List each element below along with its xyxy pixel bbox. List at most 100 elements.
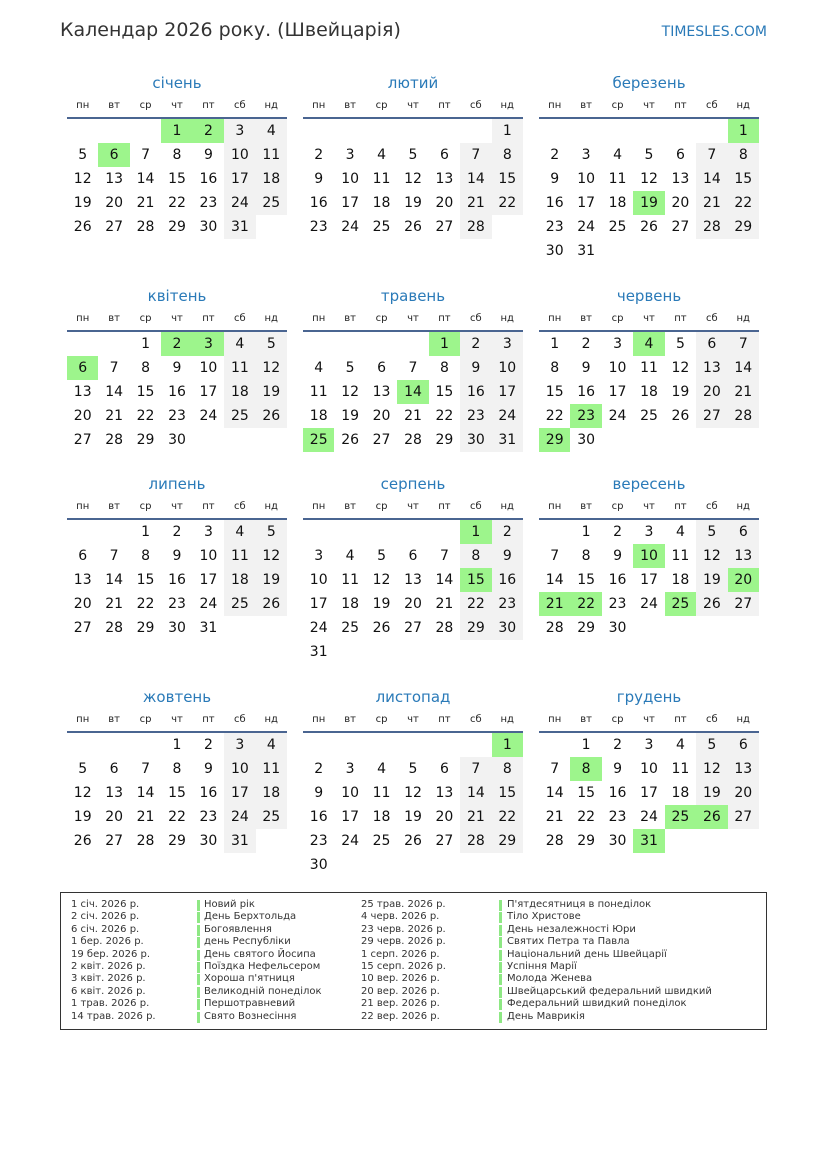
day[interactable]: 23 bbox=[168, 596, 186, 612]
day[interactable]: 1 bbox=[550, 336, 560, 352]
day[interactable]: 21 bbox=[727, 380, 759, 404]
day[interactable]: 21 bbox=[435, 596, 454, 612]
day[interactable]: 15 bbox=[435, 384, 454, 400]
day[interactable]: 29 bbox=[577, 620, 596, 636]
day[interactable]: 13 bbox=[671, 171, 690, 187]
day[interactable]: 16 bbox=[577, 384, 596, 400]
day[interactable]: 16 bbox=[199, 785, 218, 801]
day[interactable]: 26 bbox=[671, 408, 690, 424]
day[interactable]: 11 bbox=[671, 548, 690, 564]
day[interactable]: 2 bbox=[203, 737, 213, 753]
day[interactable]: 7 bbox=[727, 332, 759, 356]
day[interactable]: 3 bbox=[314, 548, 324, 564]
day[interactable]: 10 bbox=[640, 761, 658, 777]
day[interactable]: 12 bbox=[372, 572, 391, 588]
holiday-day[interactable]: 21 bbox=[539, 592, 571, 616]
day[interactable]: 10 bbox=[341, 171, 360, 187]
day[interactable]: 20 bbox=[372, 408, 391, 424]
day[interactable]: 2 bbox=[613, 524, 623, 540]
day[interactable]: 21 bbox=[105, 596, 124, 612]
day[interactable]: 12 bbox=[341, 384, 360, 400]
day[interactable]: 25 bbox=[372, 219, 391, 235]
day[interactable]: 16 bbox=[168, 572, 186, 588]
holiday-day[interactable]: 1 bbox=[727, 119, 759, 143]
day[interactable]: 10 bbox=[199, 360, 218, 376]
day[interactable]: 9 bbox=[172, 548, 182, 564]
day[interactable]: 22 bbox=[491, 191, 523, 215]
day[interactable]: 30 bbox=[491, 616, 523, 640]
holiday-day[interactable]: 2 bbox=[192, 119, 225, 143]
day[interactable]: 8 bbox=[491, 757, 523, 781]
day[interactable]: 10 bbox=[199, 548, 218, 564]
day[interactable]: 19 bbox=[404, 195, 422, 211]
day[interactable]: 27 bbox=[404, 620, 422, 636]
day[interactable]: 27 bbox=[671, 219, 690, 235]
day[interactable]: 23 bbox=[460, 404, 492, 428]
day[interactable]: 13 bbox=[404, 572, 422, 588]
day[interactable]: 20 bbox=[105, 809, 124, 825]
day[interactable]: 12 bbox=[255, 356, 287, 380]
holiday-day[interactable]: 4 bbox=[633, 332, 665, 356]
day[interactable]: 29 bbox=[435, 432, 454, 448]
holiday-day[interactable]: 29 bbox=[539, 428, 571, 452]
day[interactable]: 28 bbox=[404, 432, 422, 448]
day[interactable]: 3 bbox=[644, 524, 654, 540]
day[interactable]: 11 bbox=[640, 360, 658, 376]
day[interactable]: 24 bbox=[199, 408, 218, 424]
day[interactable]: 18 bbox=[640, 384, 658, 400]
day[interactable]: 4 bbox=[224, 520, 256, 544]
day[interactable]: 19 bbox=[255, 380, 287, 404]
day[interactable]: 6 bbox=[78, 548, 88, 564]
holiday-day[interactable]: 6 bbox=[67, 356, 99, 380]
day[interactable]: 11 bbox=[255, 143, 287, 167]
day[interactable]: 2 bbox=[314, 147, 324, 163]
day[interactable]: 2 bbox=[460, 332, 492, 356]
day[interactable]: 6 bbox=[439, 761, 449, 777]
day[interactable]: 4 bbox=[613, 147, 623, 163]
day[interactable]: 16 bbox=[608, 572, 627, 588]
day[interactable]: 8 bbox=[550, 360, 560, 376]
day[interactable]: 26 bbox=[404, 833, 422, 849]
day[interactable]: 26 bbox=[696, 592, 728, 616]
day[interactable]: 22 bbox=[727, 191, 759, 215]
day[interactable]: 17 bbox=[199, 384, 218, 400]
day[interactable]: 15 bbox=[136, 572, 155, 588]
day[interactable]: 6 bbox=[696, 332, 728, 356]
day[interactable]: 8 bbox=[172, 761, 182, 777]
day[interactable]: 20 bbox=[404, 596, 422, 612]
day[interactable]: 20 bbox=[73, 596, 92, 612]
day[interactable]: 28 bbox=[460, 215, 492, 239]
day[interactable]: 23 bbox=[199, 809, 218, 825]
day[interactable]: 31 bbox=[224, 829, 256, 853]
day[interactable]: 2 bbox=[581, 336, 591, 352]
day[interactable]: 28 bbox=[105, 432, 124, 448]
day[interactable]: 4 bbox=[675, 524, 685, 540]
day[interactable]: 28 bbox=[435, 620, 454, 636]
day[interactable]: 16 bbox=[460, 380, 492, 404]
day[interactable]: 29 bbox=[577, 833, 596, 849]
day[interactable]: 7 bbox=[109, 360, 119, 376]
day[interactable]: 9 bbox=[203, 147, 213, 163]
day[interactable]: 7 bbox=[141, 761, 151, 777]
day[interactable]: 14 bbox=[696, 167, 728, 191]
day[interactable]: 5 bbox=[408, 761, 418, 777]
day[interactable]: 27 bbox=[105, 219, 124, 235]
day[interactable]: 17 bbox=[309, 596, 328, 612]
day[interactable]: 24 bbox=[341, 219, 360, 235]
day[interactable]: 10 bbox=[309, 572, 328, 588]
day[interactable]: 30 bbox=[309, 857, 328, 873]
day[interactable]: 25 bbox=[608, 219, 627, 235]
day[interactable]: 10 bbox=[224, 143, 256, 167]
day[interactable]: 5 bbox=[644, 147, 654, 163]
day[interactable]: 18 bbox=[608, 195, 627, 211]
day[interactable]: 9 bbox=[491, 544, 523, 568]
holiday-day[interactable]: 1 bbox=[460, 520, 492, 544]
day[interactable]: 28 bbox=[545, 620, 564, 636]
day[interactable]: 4 bbox=[255, 119, 287, 143]
day[interactable]: 13 bbox=[105, 171, 124, 187]
day[interactable]: 17 bbox=[341, 195, 360, 211]
day[interactable]: 20 bbox=[73, 408, 92, 424]
day[interactable]: 4 bbox=[675, 737, 685, 753]
day[interactable]: 30 bbox=[577, 432, 596, 448]
day[interactable]: 23 bbox=[309, 219, 328, 235]
